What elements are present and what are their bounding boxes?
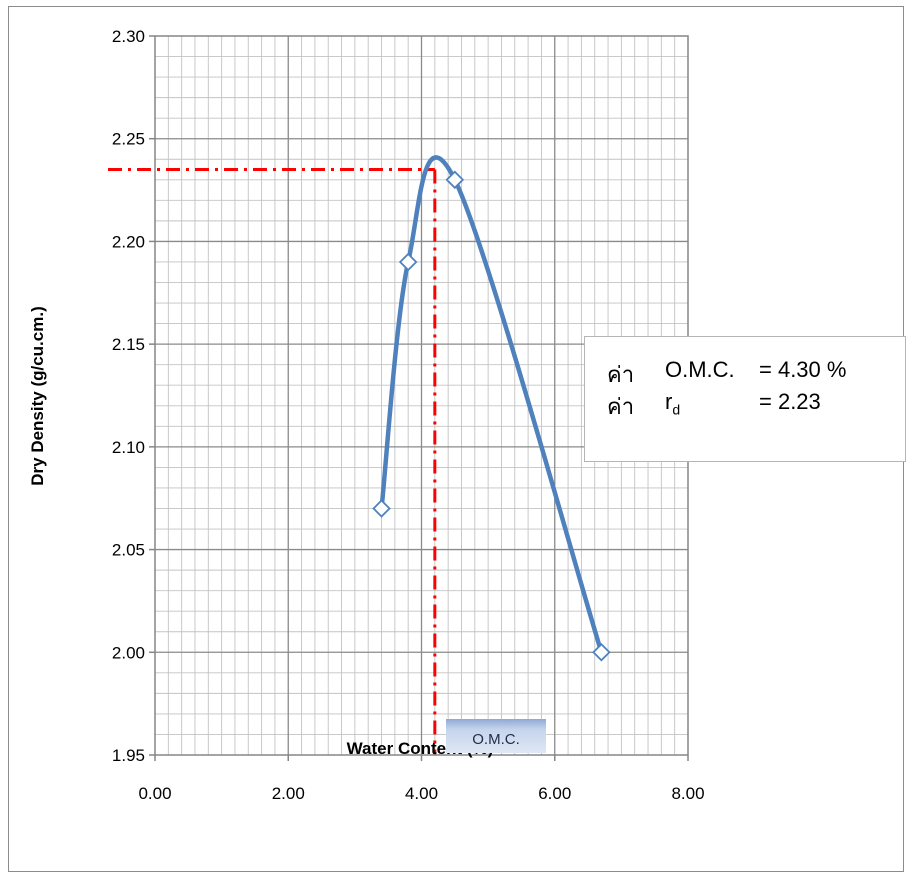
- series-layer: [372, 155, 611, 662]
- x-tick-label: 0.00: [138, 784, 171, 803]
- reference-lines: [108, 168, 437, 755]
- density-symbol: r: [665, 389, 673, 414]
- y-tick-label: 2.00: [112, 643, 145, 662]
- tick-labels: 1.95 2.00 2.05 2.10 2.15 2.20 2.25 2.30 0.00 2.00…: [112, 27, 705, 803]
- density-value: = 2.23: [759, 389, 821, 414]
- y-tick-label: 2.30: [112, 27, 145, 46]
- y-tick-label: 2.10: [112, 438, 145, 457]
- series-line: [379, 155, 604, 655]
- data-point-marker: [372, 499, 391, 518]
- density-subscript: d: [672, 401, 681, 418]
- omc-label: O.M.C.: [665, 357, 735, 382]
- x-tick-label: 4.00: [405, 784, 438, 803]
- info-box: ค่า O.M.C. = 4.30 % ค่า rd = 2.23: [584, 336, 906, 462]
- omc-value: = 4.30 %: [759, 357, 847, 382]
- density-prefix: ค่า: [607, 394, 635, 419]
- y-tick-label: 2.25: [112, 130, 145, 149]
- y-tick-label: 1.95: [112, 746, 145, 765]
- y-tick-label: 2.05: [112, 541, 145, 560]
- data-point-marker: [445, 170, 465, 190]
- x-tick-label: 6.00: [538, 784, 571, 803]
- data-point-marker: [398, 252, 418, 272]
- y-tick-label: 2.20: [112, 232, 145, 251]
- y-axis-title: Dry Density (g/cu.cm.): [28, 306, 47, 486]
- omc-prefix: ค่า: [607, 362, 635, 387]
- density-label: rd: [665, 389, 680, 417]
- y-tick-label: 2.15: [112, 335, 145, 354]
- data-point-marker: [592, 643, 611, 662]
- x-tick-label: 8.00: [671, 784, 704, 803]
- omc-tag: O.M.C.: [446, 719, 546, 753]
- x-tick-label: 2.00: [272, 784, 305, 803]
